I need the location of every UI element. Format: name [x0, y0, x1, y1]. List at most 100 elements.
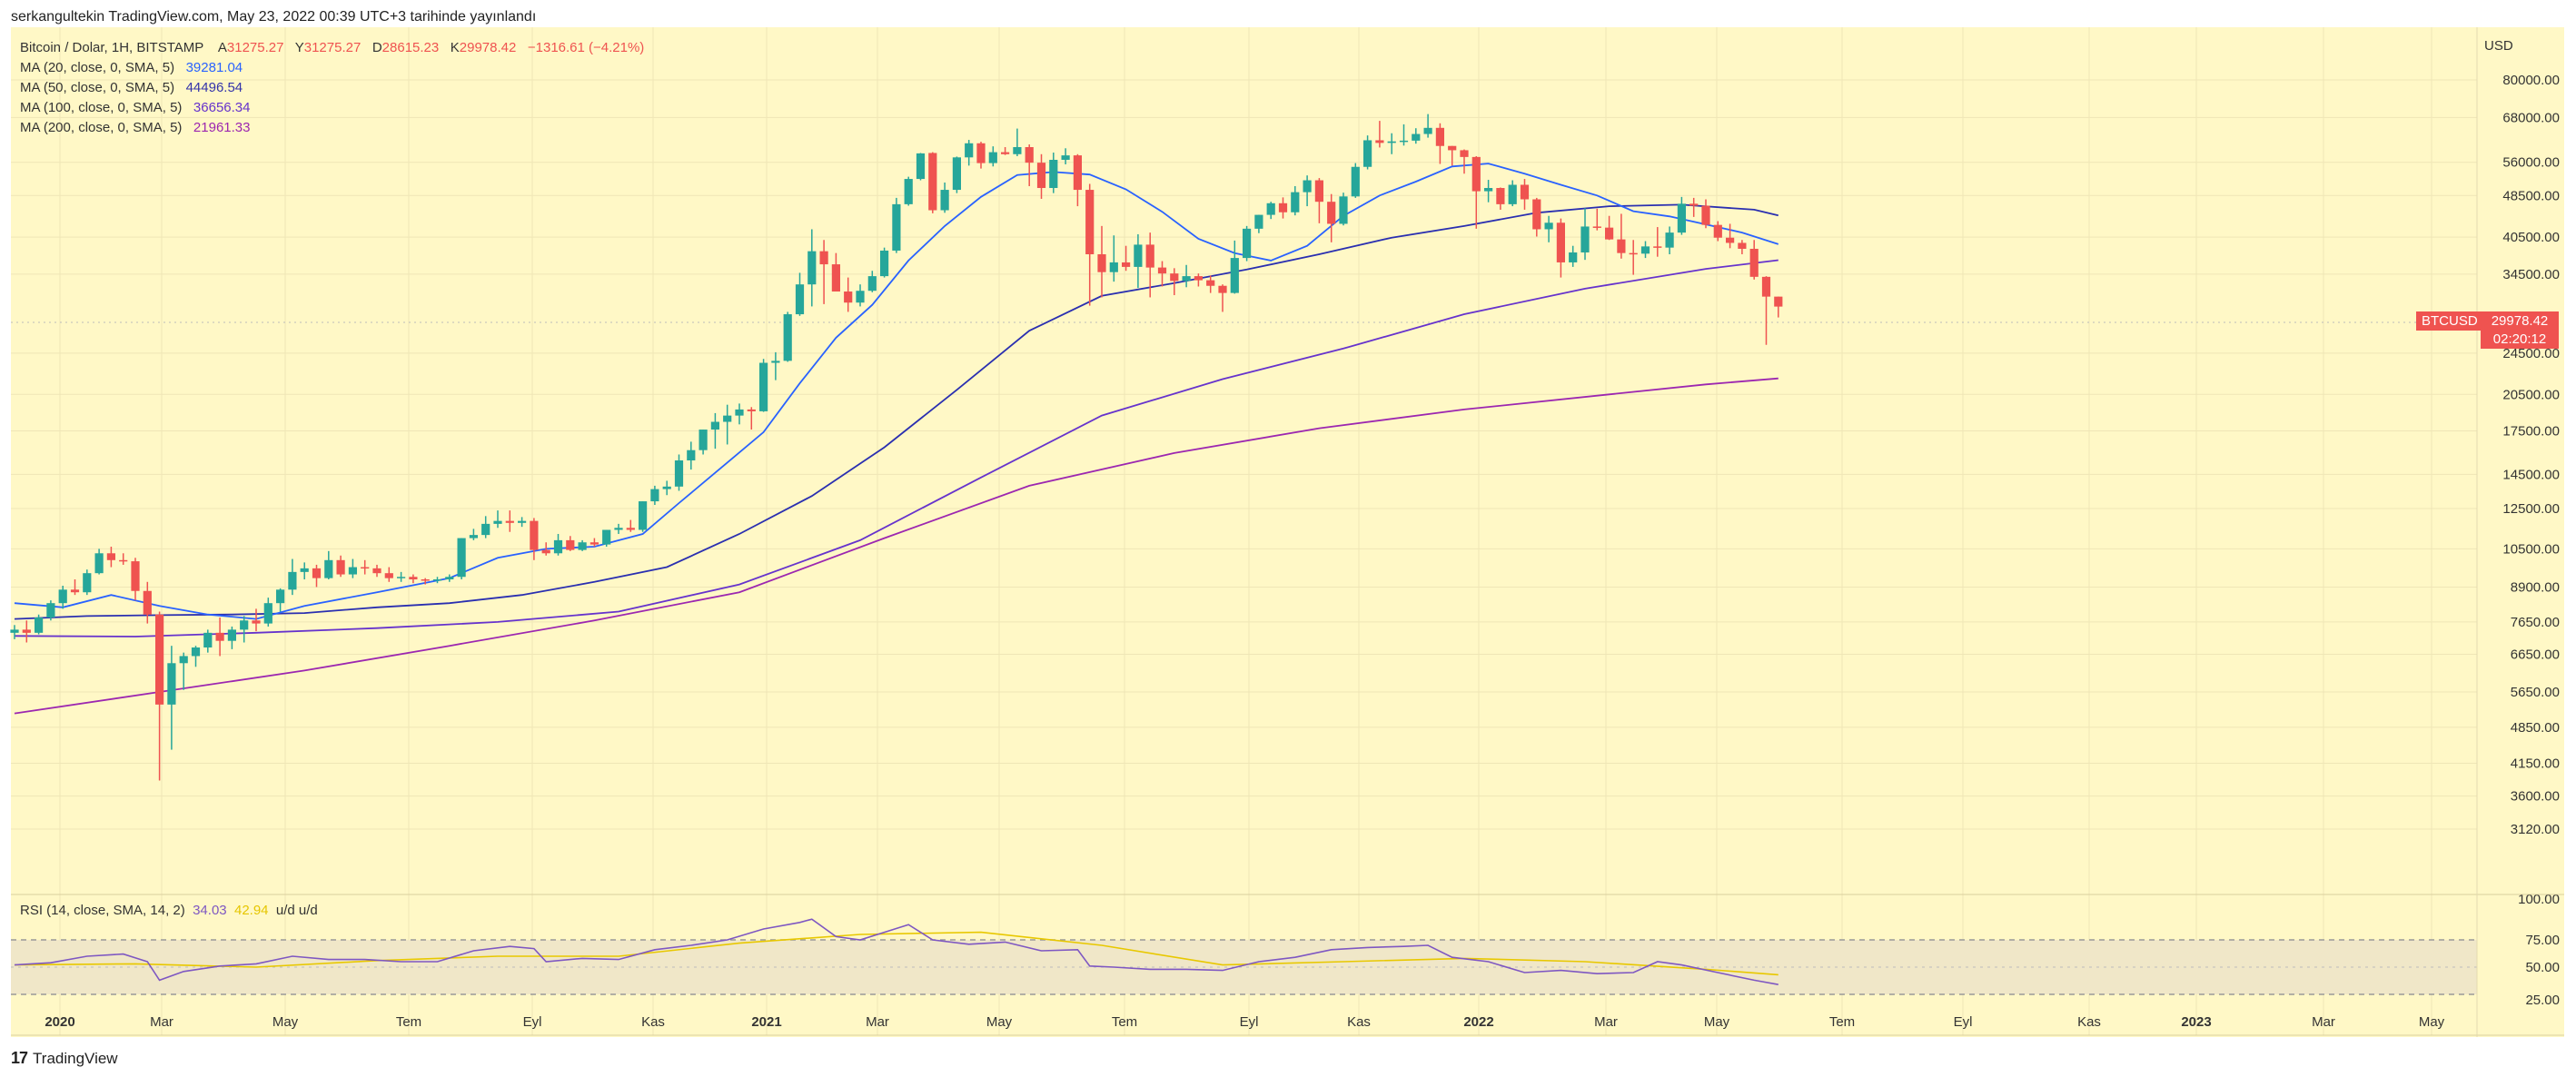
low-label: D — [372, 40, 382, 55]
candle-body — [106, 553, 115, 560]
candle-body — [432, 579, 442, 581]
candle-body — [965, 143, 974, 158]
rsi-ma-line — [14, 931, 1778, 976]
candle-body — [759, 362, 768, 411]
candle-body — [553, 539, 563, 554]
candle-body — [1182, 276, 1191, 282]
candle-body — [976, 143, 986, 163]
candle-body — [867, 276, 877, 291]
candle-body — [1399, 140, 1409, 143]
candle-body — [1774, 296, 1783, 307]
ma50-value: 44496.54 — [185, 80, 243, 95]
ma200-line — [14, 377, 1778, 715]
ma100-line — [14, 259, 1778, 637]
candle-body — [1677, 203, 1686, 233]
x-tick-label: Eyl — [1954, 1014, 1973, 1030]
candle-body — [1508, 184, 1517, 204]
symbol-tag-label: BTCUSD — [2422, 313, 2478, 329]
candle-body — [1085, 190, 1095, 255]
candle-body — [1230, 258, 1239, 293]
candle-body — [614, 528, 623, 530]
candle-body — [1484, 188, 1493, 192]
candle-body — [940, 190, 949, 211]
candle-body — [361, 567, 370, 569]
candle-body — [481, 523, 490, 536]
rsi-ud: u/d u/d — [275, 903, 318, 918]
candle-body — [783, 314, 792, 361]
tradingview-brand[interactable]: 17 TradingView — [11, 1049, 118, 1068]
candle-body — [1412, 133, 1421, 141]
candle-body — [1387, 141, 1396, 143]
ma200-value: 21961.33 — [193, 120, 251, 135]
candle-body — [674, 460, 684, 487]
candle-body — [541, 549, 550, 554]
candle-body — [904, 179, 913, 204]
candle-body — [1266, 203, 1275, 215]
y-tick-label: 48500.00 — [2502, 188, 2560, 203]
candle-body — [1049, 159, 1058, 189]
candle-body — [892, 203, 901, 251]
candle-body — [1738, 242, 1747, 249]
candle-body — [856, 291, 865, 303]
candle-body — [58, 589, 67, 604]
x-tick-label: Mar — [1594, 1014, 1618, 1030]
candle-body — [1713, 224, 1722, 238]
candle-body — [1134, 244, 1143, 267]
candle-body — [928, 153, 937, 211]
last-price-value: 29978.42 — [2491, 313, 2549, 329]
ma20-legend: MA (20, close, 0, SMA, 5) 39281.04 — [20, 60, 243, 75]
candle-body — [1520, 184, 1530, 200]
candle-body — [1339, 196, 1348, 224]
candle-body — [1122, 262, 1131, 267]
candle-body — [421, 579, 430, 581]
x-tick-label: 2022 — [1463, 1014, 1493, 1030]
candle-body — [143, 590, 152, 615]
candle-body — [795, 284, 805, 315]
candle-body — [252, 620, 261, 624]
published-note: serkangultekin TradingView.com, May 23, … — [11, 9, 537, 25]
candle-body — [1580, 226, 1590, 252]
symbol-legend: Bitcoin / Dolar, 1H, BITSTAMP A31275.27 … — [20, 40, 644, 55]
candle-body — [1592, 226, 1601, 228]
y-tick-label: 20500.00 — [2502, 387, 2560, 402]
currency-label: USD — [2484, 38, 2513, 54]
candle-body — [698, 430, 708, 450]
candle-body — [1351, 166, 1360, 197]
candle-body — [384, 573, 393, 578]
x-tick-label: 2023 — [2181, 1014, 2211, 1030]
plot-background — [11, 27, 2564, 1037]
x-tick-label: Mar — [2312, 1014, 2335, 1030]
candle-body — [1532, 199, 1541, 230]
candle-body — [445, 577, 454, 580]
candle-body — [626, 528, 635, 530]
candle-body — [1314, 180, 1323, 203]
candle-body — [397, 577, 406, 578]
x-tick-label: Tem — [396, 1014, 421, 1030]
candle-body — [46, 603, 55, 618]
candle-body — [1629, 252, 1638, 255]
candle-body — [1363, 140, 1372, 167]
close-value: 29978.42 — [459, 40, 517, 55]
candle-body — [831, 264, 840, 292]
x-tick-label: Tem — [1112, 1014, 1137, 1030]
candle-body — [167, 663, 176, 705]
candle-body — [1109, 262, 1118, 272]
candle-body — [880, 250, 889, 277]
tradingview-logo-icon: 17 — [11, 1049, 28, 1067]
rsi-lines — [14, 918, 1778, 985]
y-tick-label: 24500.00 — [2502, 346, 2560, 361]
candle-body — [1157, 267, 1167, 274]
candle-body — [155, 614, 164, 705]
candle-body — [35, 617, 44, 633]
candle-body — [602, 529, 611, 545]
candle-body — [493, 520, 502, 524]
candle-body — [687, 450, 696, 461]
high-value: 31275.27 — [303, 40, 362, 55]
candle-body — [807, 251, 817, 285]
candle-body — [348, 567, 357, 575]
candle-body — [83, 573, 92, 593]
symbol-name: Bitcoin / Dolar, 1H, BITSTAMP — [20, 40, 204, 55]
candle-body — [1640, 246, 1650, 254]
ma100-label: MA (100, close, 0, SMA, 5) — [20, 100, 183, 115]
